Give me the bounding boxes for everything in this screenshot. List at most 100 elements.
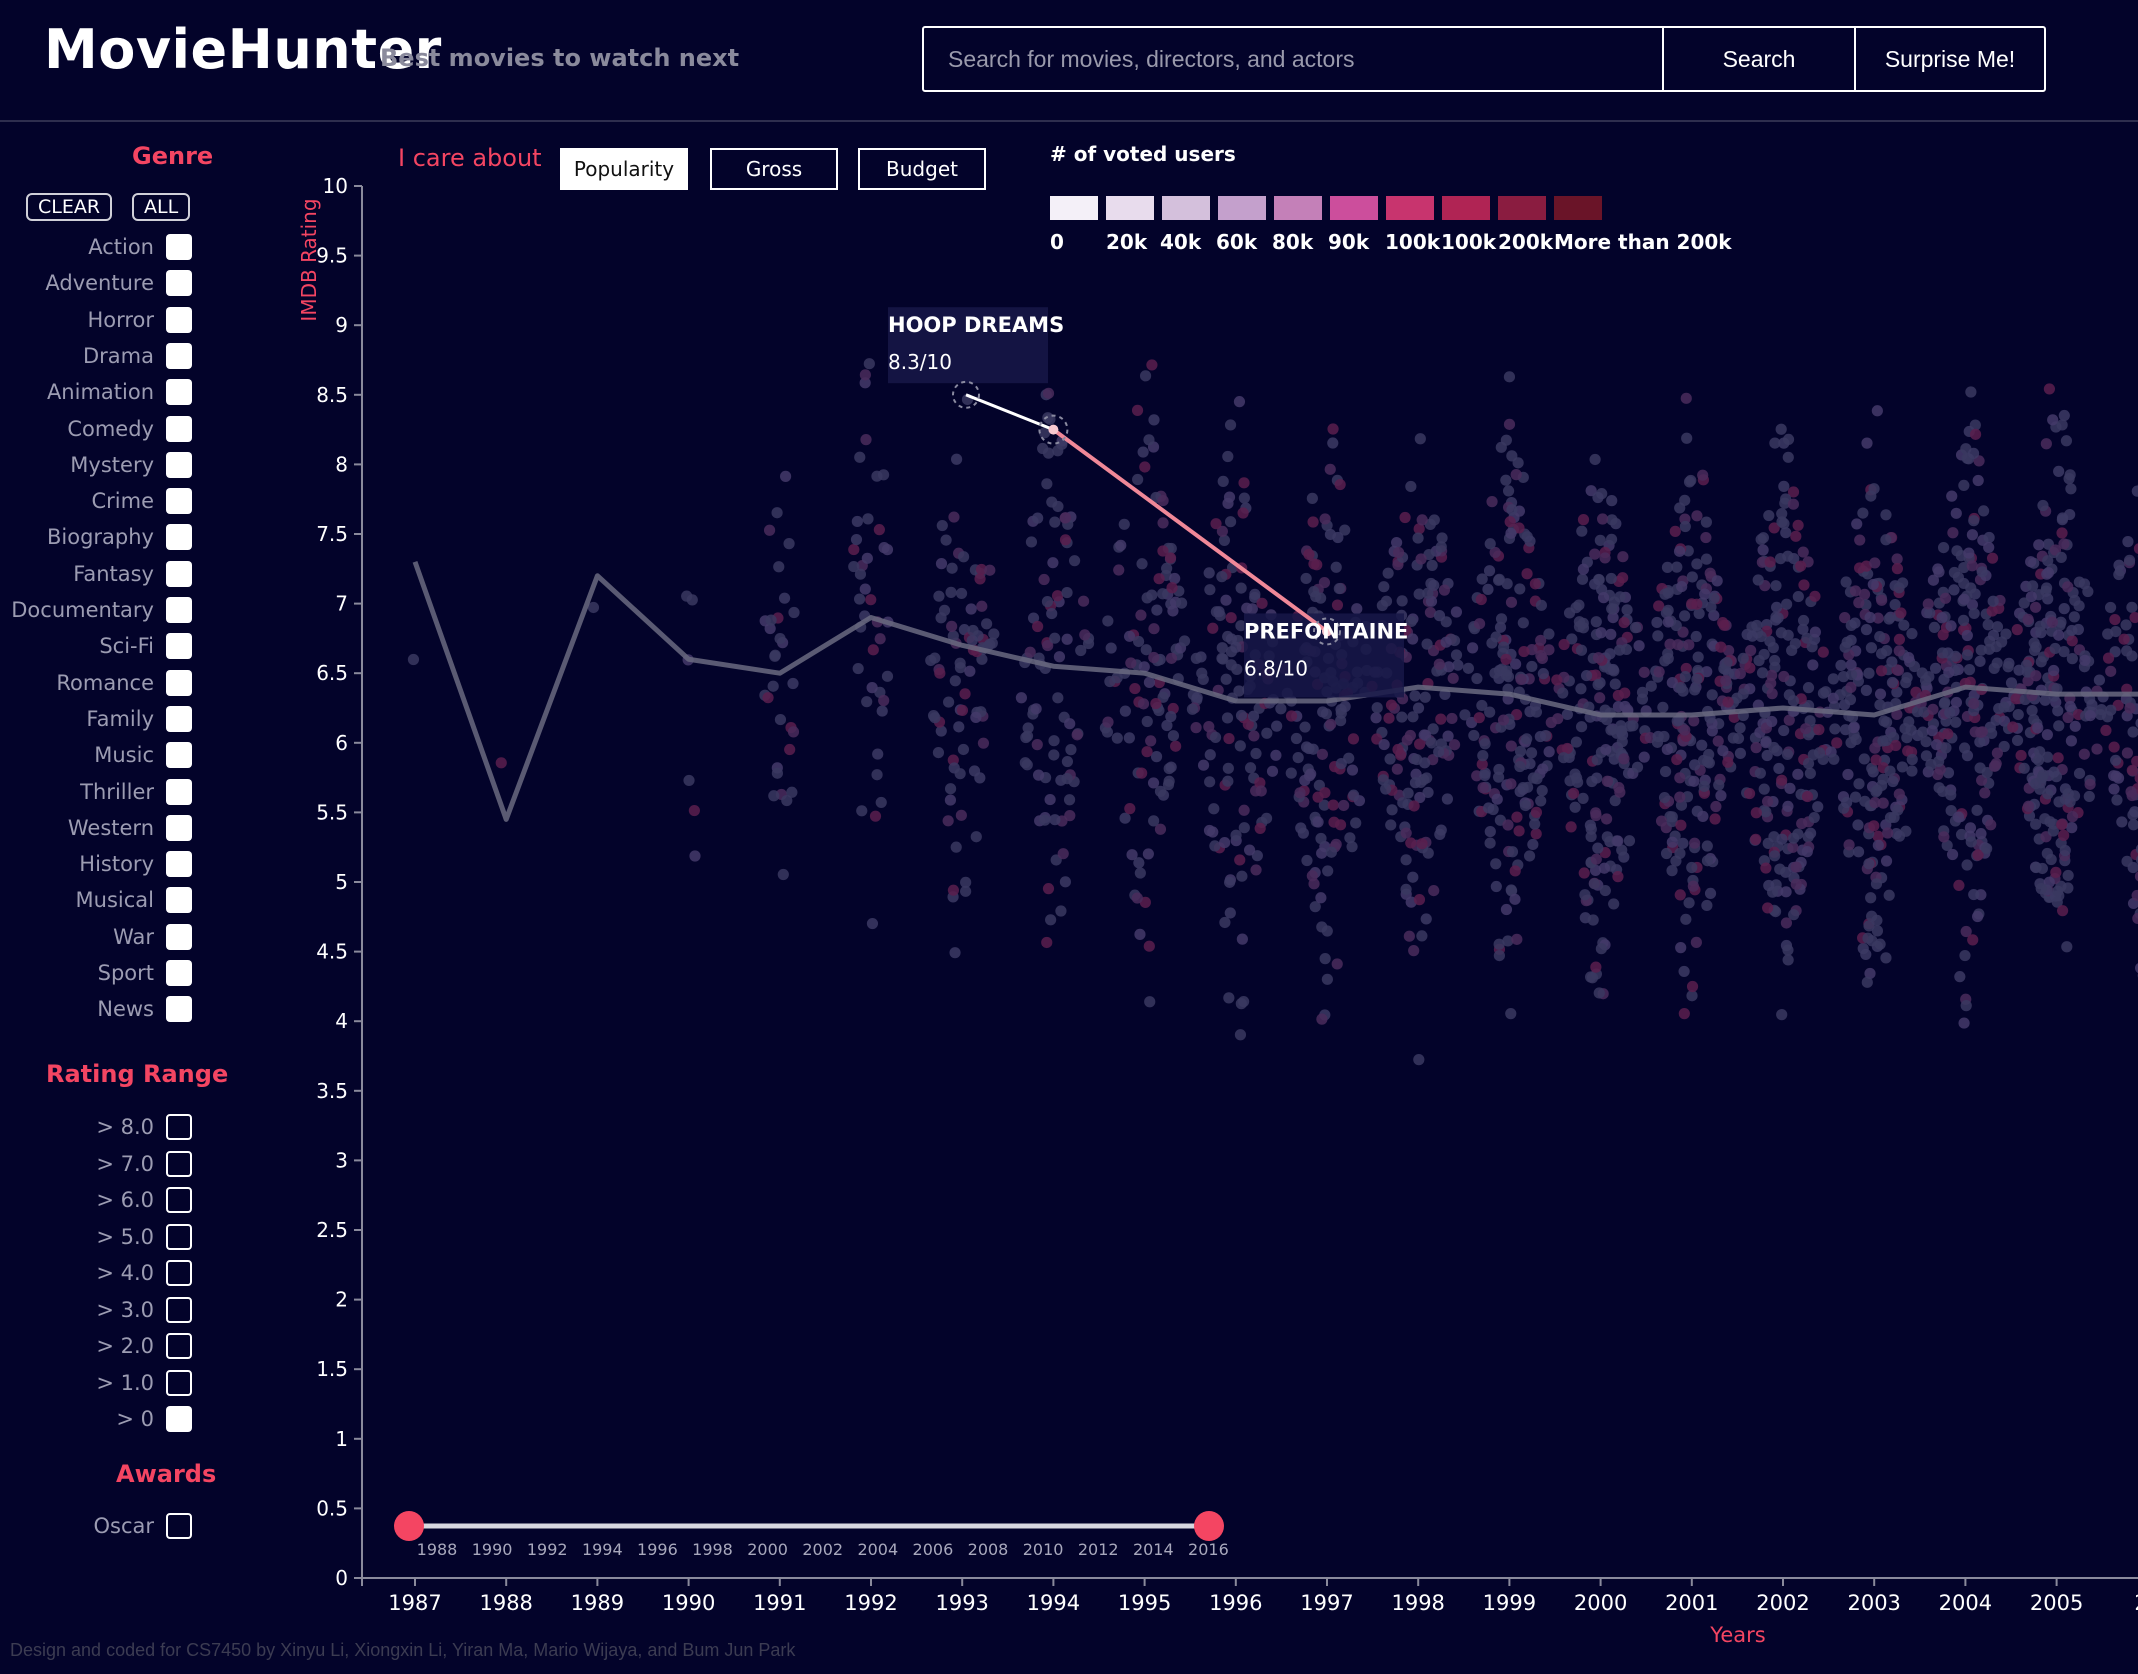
rating-filter-8[interactable]: > 0 xyxy=(0,1406,192,1432)
genre-filter-romance[interactable]: Romance xyxy=(0,669,192,696)
genre-checkbox[interactable] xyxy=(166,705,192,732)
movie-point xyxy=(1969,428,1982,440)
genre-filter-biography[interactable]: Biography xyxy=(0,524,192,551)
genre-label: Horror xyxy=(87,307,154,332)
rating-filter-4[interactable]: > 4.0 xyxy=(0,1260,192,1286)
genre-checkbox[interactable] xyxy=(166,488,192,515)
rating-filter-5[interactable]: > 3.0 xyxy=(0,1296,192,1323)
rating-checkbox[interactable] xyxy=(166,1114,192,1140)
genre-filter-drama[interactable]: Drama xyxy=(0,342,192,369)
genre-filter-sport[interactable]: Sport xyxy=(0,960,192,986)
movie-point xyxy=(1674,791,1686,803)
movie-point xyxy=(2135,718,2138,728)
genre-filter-crime[interactable]: Crime xyxy=(0,488,192,515)
movie-point xyxy=(859,369,871,381)
genre-checkbox[interactable] xyxy=(166,597,192,623)
genre-checkbox[interactable] xyxy=(166,960,192,986)
year-range-start-handle[interactable] xyxy=(394,1511,424,1541)
genre-filter-music[interactable]: Music xyxy=(0,742,192,769)
year-range-end-handle[interactable] xyxy=(1194,1511,1224,1541)
all-button[interactable]: ALL xyxy=(132,193,191,221)
movie-point xyxy=(1701,855,1714,867)
rating-checkbox[interactable] xyxy=(166,1223,192,1250)
movie-point xyxy=(1871,914,1883,927)
movie-point xyxy=(1459,709,1471,721)
movie-point xyxy=(2007,721,2019,733)
movie-point xyxy=(1963,547,1975,559)
genre-filter-war[interactable]: War xyxy=(0,923,192,950)
gross-button[interactable]: Gross xyxy=(710,148,838,190)
rating-checkbox[interactable] xyxy=(166,1187,192,1213)
genre-checkbox[interactable] xyxy=(166,633,192,660)
movie-point xyxy=(1746,630,1758,642)
rating-checkbox[interactable] xyxy=(166,1260,192,1286)
rating-checkbox[interactable] xyxy=(166,1369,192,1396)
movie-point xyxy=(932,746,945,759)
genre-checkbox[interactable] xyxy=(166,270,192,297)
movie-point xyxy=(1974,655,1986,667)
movie-point xyxy=(1722,756,1734,768)
genre-filter-action[interactable]: Action xyxy=(0,234,192,260)
movie-point xyxy=(2108,741,2120,753)
genre-checkbox[interactable] xyxy=(166,379,192,406)
movie-point xyxy=(1482,583,1494,595)
genre-filter-fantasy[interactable]: Fantasy xyxy=(0,560,192,587)
genre-checkbox[interactable] xyxy=(166,342,192,369)
movie-point xyxy=(1784,782,1796,794)
movie-point xyxy=(2079,654,2091,666)
genre-filter-musical[interactable]: Musical xyxy=(0,887,192,914)
search-input[interactable] xyxy=(924,28,1662,90)
rating-filter-2[interactable]: > 6.0 xyxy=(0,1187,192,1213)
genre-filter-adventure[interactable]: Adventure xyxy=(0,270,192,297)
surprise-me-button[interactable]: Surprise Me! xyxy=(1854,28,2044,90)
rating-checkbox[interactable] xyxy=(166,1296,192,1323)
rating-checkbox[interactable] xyxy=(166,1406,192,1432)
genre-checkbox[interactable] xyxy=(166,996,192,1023)
clear-button[interactable]: CLEAR xyxy=(26,193,113,221)
genre-checkbox[interactable] xyxy=(166,415,192,442)
genre-checkbox[interactable] xyxy=(166,851,192,878)
genre-filter-family[interactable]: Family xyxy=(0,705,192,732)
award-filter-oscar[interactable]: Oscar xyxy=(0,1513,192,1539)
genre-checkbox[interactable] xyxy=(166,778,192,805)
genre-checkbox[interactable] xyxy=(166,814,192,841)
movie-point xyxy=(1760,806,1772,818)
genre-filter-horror[interactable]: Horror xyxy=(0,306,192,333)
rating-filter-6[interactable]: > 2.0 xyxy=(0,1333,192,1359)
genre-checkbox[interactable] xyxy=(166,669,192,696)
genre-checkbox[interactable] xyxy=(166,560,192,587)
genre-filter-comedy[interactable]: Comedy xyxy=(0,415,192,442)
award-checkbox[interactable] xyxy=(166,1513,192,1539)
movie-point xyxy=(2047,414,2059,426)
genre-filter-history[interactable]: History xyxy=(0,851,192,878)
genre-checkbox[interactable] xyxy=(166,887,192,914)
movie-point xyxy=(1136,558,1148,570)
genre-filter-sci-fi[interactable]: Sci-Fi xyxy=(0,633,192,660)
genre-checkbox[interactable] xyxy=(166,451,192,478)
movie-point xyxy=(1845,659,1857,671)
budget-button[interactable]: Budget xyxy=(858,148,986,190)
genre-checkbox[interactable] xyxy=(166,524,192,551)
genre-checkbox[interactable] xyxy=(166,234,192,260)
genre-filter-thriller[interactable]: Thriller xyxy=(0,778,192,805)
genre-checkbox[interactable] xyxy=(166,923,192,950)
rating-filter-3[interactable]: > 5.0 xyxy=(0,1223,192,1250)
movie-point xyxy=(1592,491,1604,504)
genre-filter-mystery[interactable]: Mystery xyxy=(0,451,192,478)
genre-filter-western[interactable]: Western xyxy=(0,814,192,841)
genre-checkbox[interactable] xyxy=(166,306,192,333)
genre-filter-animation[interactable]: Animation xyxy=(0,379,192,406)
genre-checkbox[interactable] xyxy=(166,742,192,769)
rating-checkbox[interactable] xyxy=(166,1150,192,1177)
search-button[interactable]: Search xyxy=(1662,28,1854,90)
movie-point xyxy=(781,794,793,807)
movie-point xyxy=(1235,709,1248,722)
rating-filter-0[interactable]: > 8.0 xyxy=(0,1114,192,1140)
genre-filter-documentary[interactable]: Documentary xyxy=(0,597,192,623)
rating-checkbox[interactable] xyxy=(166,1333,192,1359)
genre-filter-news[interactable]: News xyxy=(0,996,192,1023)
y-tick-label: 0 xyxy=(335,1566,348,1590)
rating-filter-1[interactable]: > 7.0 xyxy=(0,1150,192,1177)
popularity-button[interactable]: Popularity xyxy=(560,148,688,190)
rating-filter-7[interactable]: > 1.0 xyxy=(0,1369,192,1396)
